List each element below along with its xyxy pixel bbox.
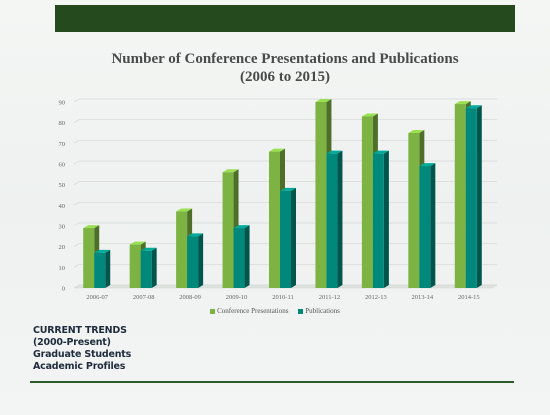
bar-conference	[315, 102, 327, 288]
bar-publications	[94, 252, 106, 288]
bar-top	[83, 225, 100, 229]
bar-side	[337, 150, 343, 288]
y-tick-label: 20	[59, 244, 66, 251]
bar-top	[140, 247, 157, 251]
bar-top	[454, 101, 471, 105]
bar-conference	[361, 116, 373, 288]
bar-side	[476, 105, 482, 288]
y-tick-label: 0	[62, 286, 65, 293]
gridline-side	[73, 98, 80, 103]
bar-publications	[233, 228, 245, 288]
bar-top	[315, 99, 332, 102]
y-tick-label: 70	[59, 141, 66, 148]
x-tick-label: 2009-10	[226, 294, 248, 301]
bar-top	[269, 148, 285, 152]
legend-swatch-conference	[210, 308, 216, 314]
x-tick-label: 2013-14	[411, 294, 433, 301]
chart-legend: Conference Presentations Publications	[0, 307, 550, 315]
footer-divider	[30, 381, 514, 383]
bar-publications	[326, 153, 338, 288]
trends-academic-profiles: Academic Profiles	[33, 361, 126, 372]
bar-top	[419, 163, 436, 167]
bar-publications	[280, 190, 291, 288]
bar-side	[151, 247, 157, 288]
gridline-side	[73, 202, 80, 206]
bar-top	[222, 169, 239, 173]
chart-title: Number of Conference Presentations and P…	[111, 51, 459, 67]
bar-top	[361, 113, 378, 117]
gridline-side	[73, 222, 80, 227]
x-tick-label: 2012-13	[365, 294, 387, 301]
bar-top	[233, 225, 250, 229]
bar-side	[291, 187, 296, 288]
x-tick-label: 2011-12	[319, 294, 340, 301]
y-tick-label: 80	[59, 120, 66, 127]
legend-item-conference: Conference Presentations	[210, 307, 288, 315]
y-tick-label: 10	[59, 265, 66, 272]
bar-top	[372, 150, 389, 154]
y-tick-label: 50	[59, 182, 66, 189]
y-tick-label: 40	[59, 203, 66, 210]
bar-side	[105, 249, 111, 288]
bar-conference	[176, 211, 188, 288]
bar-publications	[465, 108, 477, 288]
bar-conference	[222, 172, 234, 288]
bar-top	[129, 241, 146, 245]
x-tick-label: 2007-08	[133, 294, 155, 301]
bar-publications	[419, 166, 431, 288]
y-tick-label: 60	[59, 162, 66, 169]
y-tick-label: 30	[59, 224, 66, 231]
bar-publications	[140, 250, 152, 288]
trends-heading: CURRENT TRENDS	[33, 325, 127, 336]
trends-graduate-students: Graduate Students	[33, 349, 132, 360]
bar-side	[383, 150, 389, 288]
bar-top	[408, 130, 425, 133]
gridline-side	[73, 119, 80, 123]
bar-conference	[269, 151, 280, 288]
bar-top	[187, 233, 204, 237]
header-bar	[55, 5, 515, 32]
gridline-side	[73, 264, 80, 268]
bar-top	[280, 187, 296, 191]
bar-side	[430, 163, 436, 288]
bar-conference	[454, 104, 466, 288]
trends-text-block: CURRENT TRENDS (2000-Present) Graduate S…	[33, 325, 131, 373]
bar-top	[94, 249, 111, 253]
x-tick-label: 2006-07	[86, 294, 108, 301]
legend-label-publications: Publications	[305, 307, 340, 315]
chart-title-block: Number of Conference Presentations and P…	[55, 50, 515, 86]
x-tick-label: 2014-15	[458, 294, 480, 301]
trends-range: (2000-Present)	[33, 337, 111, 348]
gridline-side	[73, 243, 80, 247]
chart-subtitle: (2006 to 2015)	[240, 69, 330, 85]
bar-top	[326, 150, 343, 154]
gridline-side	[73, 181, 80, 185]
x-tick-label: 2010-11	[272, 294, 293, 301]
legend-item-publications: Publications	[298, 307, 340, 315]
x-tick-label: 2008-09	[179, 294, 201, 301]
gridline-side	[73, 160, 80, 165]
y-tick-label: 90	[59, 100, 66, 107]
bar-top	[176, 208, 193, 212]
bar-side	[244, 225, 250, 288]
bar-side	[198, 233, 204, 288]
bar-publications	[187, 236, 199, 288]
bar-publications	[372, 153, 384, 288]
gridline-side	[73, 140, 80, 144]
bar-conference	[83, 228, 95, 288]
bar-top	[465, 105, 482, 109]
bar-conference	[129, 244, 141, 288]
bar-conference	[408, 133, 420, 288]
legend-swatch-publications	[298, 308, 304, 314]
legend-label-conference: Conference Presentations	[217, 307, 289, 315]
